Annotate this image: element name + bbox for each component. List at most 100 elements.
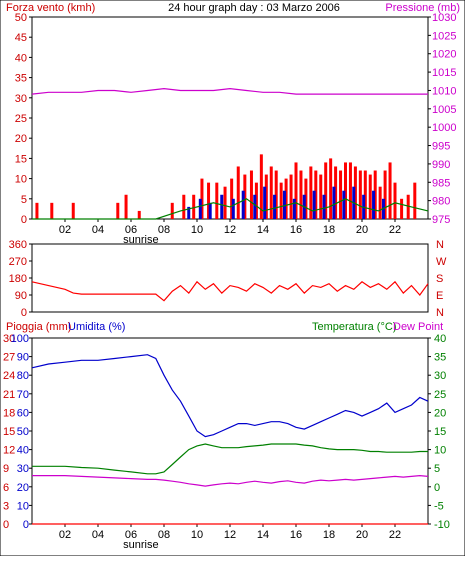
y-tick-label-wind: 35 (15, 73, 27, 85)
wind-bar-red (388, 162, 392, 219)
wind-bar-red (170, 202, 174, 219)
y-tick-label-humidity: 70 (17, 389, 29, 401)
x-tick-label: 04 (92, 224, 104, 236)
wind-bar-red (358, 170, 362, 219)
wind-bar-red (230, 178, 234, 219)
y-tick-label-humidity: 0 (23, 519, 29, 531)
x-tick-label: 14 (257, 224, 269, 236)
x-tick-label: 10 (191, 224, 203, 236)
x-tick-label: 12 (224, 224, 236, 236)
y-tick-label-pressure: 1015 (432, 67, 456, 79)
y-tick-label-pressure: 980 (432, 196, 450, 208)
wind-bar-red (284, 178, 288, 219)
compass-letter: N (436, 307, 444, 319)
x-tick-label: 16 (290, 224, 302, 236)
x-tick-label: 02 (59, 224, 71, 236)
wind-pressure-panel: 0510152025303540455097598098599099510001… (15, 12, 457, 246)
y-tick-label-wind: 15 (15, 153, 27, 165)
wind-bar-red (344, 162, 347, 219)
y-tick-label-temperature: -5 (434, 500, 444, 512)
y-tick-label-wind: 5 (21, 194, 27, 206)
wind-bar-red (393, 182, 397, 219)
wind-bar-red (269, 166, 273, 219)
wind-bar-red (192, 194, 196, 219)
y-tick-label-pressure: 1030 (432, 12, 456, 24)
y-tick-label-humidity: 100 (11, 333, 29, 345)
wind-bar-red (304, 178, 308, 219)
y-tick-label-rain: 6 (3, 482, 9, 494)
y-tick-label-rain: 21 (3, 389, 15, 401)
wind-bar-red (353, 166, 357, 219)
y-tick-label-wind: 50 (15, 12, 27, 24)
wind-bar-red (289, 174, 293, 219)
y-tick-label-temperature: -10 (434, 519, 450, 531)
y-tick-label-wind: 0 (21, 214, 27, 226)
y-tick-label-rain: 30 (3, 333, 15, 345)
wind-axis-label: Forza vento (kmh) (6, 2, 95, 14)
x-tick-label: 10 (191, 529, 203, 541)
y-tick-label-humidity: 30 (17, 463, 29, 475)
x-tick-label: 08 (158, 529, 170, 541)
y-tick-label-temperature: 30 (434, 370, 446, 382)
wind-bar-blue (253, 194, 257, 219)
series-line-magenta (32, 474, 429, 487)
wind-bar-red (329, 158, 333, 219)
wind-bar-red (223, 186, 227, 219)
y-tick-label-pressure: 1010 (432, 85, 456, 97)
wind-bar-blue (342, 190, 346, 219)
wind-bar-blue (372, 190, 376, 219)
y-tick-label-rain: 3 (3, 500, 9, 512)
y-tick-label-pressure: 990 (432, 159, 450, 171)
wind-bar-red (215, 182, 219, 219)
y-tick-label-wind: 25 (15, 113, 27, 125)
y-tick-label-wind: 40 (15, 52, 27, 64)
x-tick-label: 22 (389, 529, 401, 541)
wind-direction-line (32, 198, 429, 220)
y-tick-label-temperature: 0 (434, 482, 440, 494)
y-tick-label-rain: 12 (3, 445, 15, 457)
x-tick-label: 18 (323, 529, 335, 541)
y-tick-label-temperature: 20 (434, 407, 446, 419)
wind-bar-red (50, 202, 54, 219)
y-tick-label-pressure: 1020 (432, 49, 456, 61)
wind-bar-blue (208, 202, 212, 219)
y-tick-label-pressure: 995 (432, 141, 450, 153)
humidity-axis-label: Umidita (%) (68, 321, 125, 333)
x-tick-label: 02 (59, 529, 71, 541)
wind-bar-red (279, 182, 283, 219)
x-tick-label: 20 (356, 529, 368, 541)
y-tick-label-humidity: 80 (17, 370, 29, 382)
wind-bar-red (309, 166, 313, 219)
wind-bar-blue (241, 190, 245, 219)
wind-bar-red (200, 178, 204, 219)
y-tick-label-temperature: 5 (434, 463, 440, 475)
y-tick-label-rain: 0 (3, 519, 9, 531)
y-tick-label-direction: 90 (15, 290, 27, 302)
wind-bar-red (259, 154, 263, 219)
y-tick-label-humidity: 20 (17, 482, 29, 494)
y-tick-label-humidity: 10 (17, 500, 29, 512)
wind-bar-blue (231, 198, 235, 219)
y-tick-label-direction: 270 (9, 256, 27, 268)
wind-bar-blue (198, 198, 202, 219)
wind-bar-red (413, 182, 417, 219)
compass-letter: S (436, 273, 443, 285)
wind-bar-red (363, 170, 367, 219)
series-line-green (32, 443, 428, 475)
rain-axis-label: Pioggia (mm) (6, 321, 71, 333)
pressure-line (31, 87, 428, 95)
y-tick-label-direction: 180 (9, 273, 27, 285)
graph-title: 24 hour graph day : 03 Marzo 2006 (168, 2, 340, 14)
y-tick-label-pressure: 1025 (432, 30, 456, 42)
x-tick-label: 16 (290, 529, 302, 541)
x-tick-label: 12 (224, 529, 236, 541)
wind-bar-red (383, 170, 387, 219)
pressure-axis-label: Pressione (mb) (385, 2, 460, 14)
y-tick-label-rain: 9 (3, 463, 9, 475)
wind-bar-red (116, 202, 120, 219)
wind-bar-blue (292, 198, 296, 219)
wind-bar-red (35, 202, 39, 219)
wind-bar-red (254, 182, 258, 219)
